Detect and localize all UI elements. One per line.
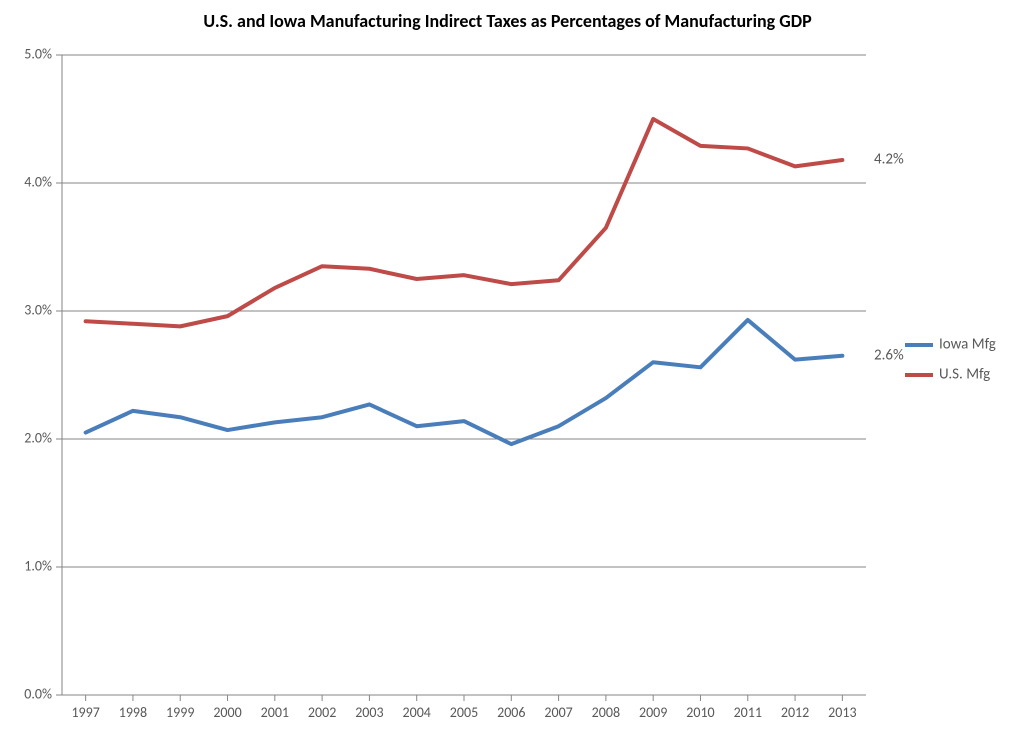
y-tick-label: 1.0% (24, 557, 52, 574)
series-line (86, 119, 843, 326)
x-tick-label: 1997 (71, 704, 99, 721)
x-tick-label: 2010 (686, 704, 714, 721)
legend-swatch (905, 373, 933, 377)
x-tick-label: 2000 (213, 704, 241, 721)
x-tick-label: 2006 (497, 704, 525, 721)
x-tick-label: 2013 (828, 704, 856, 721)
x-tick-label: 2003 (355, 704, 383, 721)
x-tick-label: 2005 (450, 704, 478, 721)
x-tick-label: 1998 (119, 704, 147, 721)
y-tick-label: 0.0% (24, 685, 52, 702)
x-tick-label: 2001 (261, 704, 289, 721)
chart-container: U.S. and Iowa Manufacturing Indirect Tax… (0, 0, 1015, 733)
y-tick-label: 3.0% (24, 301, 52, 318)
x-tick-label: 2009 (639, 704, 667, 721)
legend-label: U.S. Mfg (939, 366, 990, 384)
x-tick-label: 1999 (166, 704, 194, 721)
x-tick-label: 2011 (734, 704, 762, 721)
x-tick-label: 2008 (592, 704, 620, 721)
series-end-label: 2.6% (874, 346, 904, 364)
chart-title: U.S. and Iowa Manufacturing Indirect Tax… (0, 10, 1015, 32)
x-tick-label: 2007 (544, 704, 572, 721)
legend-swatch (905, 343, 933, 347)
x-tick-label: 2002 (308, 704, 336, 721)
chart-svg: 0.0% 1.0% 2.0% 3.0% 4.0% 5.0% 1997 1998 1999 2000… (0, 0, 1015, 733)
y-tick-label: 2.0% (24, 429, 52, 446)
x-tick-label: 2012 (781, 704, 809, 721)
y-tick-label: 4.0% (24, 173, 52, 190)
y-tick-label: 5.0% (24, 45, 52, 62)
x-tick-label: 2004 (403, 704, 431, 721)
legend-label: Iowa Mfg (939, 336, 996, 354)
series-end-label: 4.2% (874, 151, 904, 169)
series-line (86, 320, 843, 444)
